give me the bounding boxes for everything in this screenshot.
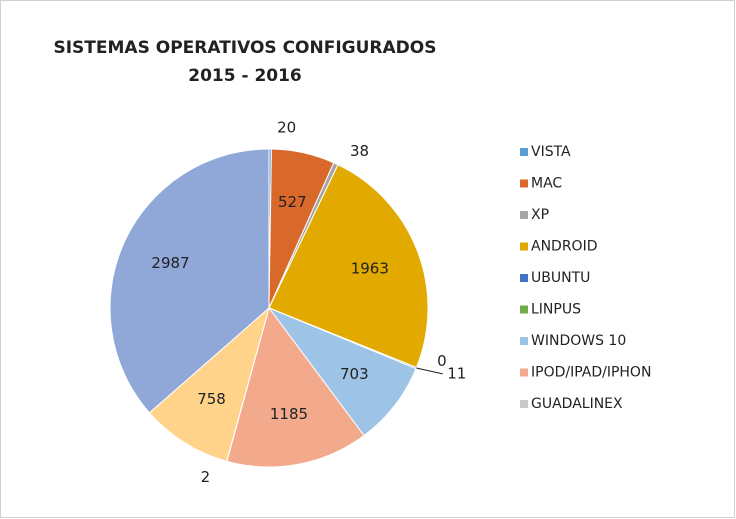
data-label: 758	[197, 390, 226, 408]
legend-swatch	[520, 368, 528, 377]
legend-swatch	[520, 337, 528, 345]
legend-swatch	[520, 242, 528, 251]
chart-title: SISTEMAS OPERATIVOS CONFIGURADOS	[53, 38, 436, 58]
legend-label: XP	[531, 207, 549, 223]
legend-label: MAC	[531, 176, 562, 192]
legend-label: ANDROID	[531, 239, 598, 255]
pie-slice	[226, 306, 365, 468]
legend-label: IPOD/IPAD/IPHON	[531, 365, 651, 381]
data-label: 20	[277, 118, 296, 136]
pie-slice	[268, 164, 429, 369]
data-label: 1185	[270, 405, 308, 423]
legend-label: WINDOWS 10	[531, 333, 626, 349]
data-label: 703	[340, 365, 369, 383]
chart-title: 2015 - 2016	[188, 66, 302, 86]
legend-swatch	[520, 211, 528, 219]
data-label: 0	[437, 352, 447, 370]
data-label: 38	[350, 142, 369, 160]
data-label: 2	[201, 468, 211, 486]
legend-label: GUADALINEX	[531, 396, 623, 412]
data-label: 527	[278, 193, 307, 211]
legend-swatch	[520, 148, 528, 156]
legend-swatch	[520, 305, 528, 314]
pie-slice	[109, 148, 270, 414]
legend-label: VISTA	[531, 144, 571, 160]
legend-swatch	[520, 179, 528, 188]
legend-swatch	[520, 274, 528, 282]
legend-swatch	[520, 400, 528, 408]
data-label: 2987	[151, 254, 189, 272]
leader-line	[416, 367, 443, 375]
legend-label: UBUNTU	[531, 270, 590, 286]
pie-slice	[267, 306, 417, 437]
legend-label: LINPUS	[531, 302, 581, 318]
data-label: 11	[447, 364, 466, 382]
pie-slice	[148, 306, 270, 462]
data-label: 1963	[351, 259, 389, 277]
